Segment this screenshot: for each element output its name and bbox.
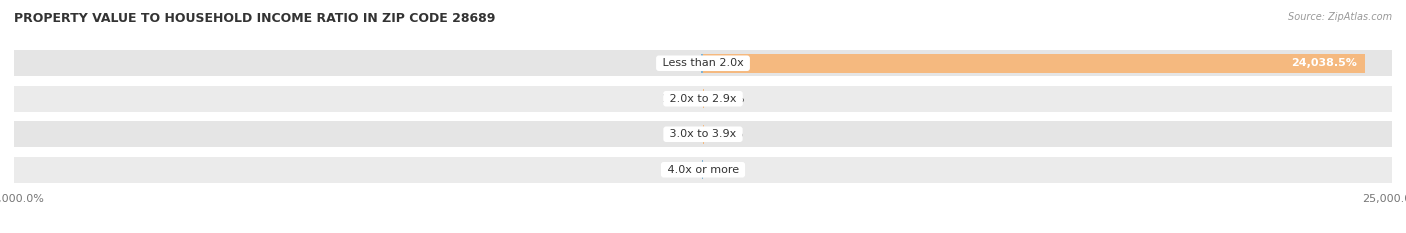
Bar [14, 157, 1392, 182]
Text: 4.0x or more: 4.0x or more [664, 165, 742, 175]
Text: 44.8%: 44.8% [710, 94, 745, 104]
Text: Source: ZipAtlas.com: Source: ZipAtlas.com [1288, 12, 1392, 22]
Text: 24,038.5%: 24,038.5% [1291, 58, 1357, 68]
Text: 54.7%: 54.7% [661, 58, 696, 68]
Bar [14, 86, 1392, 112]
Bar [703, 54, 1365, 73]
Bar [14, 121, 1392, 147]
Text: 27.7%: 27.7% [661, 165, 697, 175]
Text: PROPERTY VALUE TO HOUSEHOLD INCOME RATIO IN ZIP CODE 28689: PROPERTY VALUE TO HOUSEHOLD INCOME RATIO… [14, 12, 495, 25]
Text: Less than 2.0x: Less than 2.0x [659, 58, 747, 68]
Text: 2.5%: 2.5% [669, 129, 697, 139]
Text: 2.0x to 2.9x: 2.0x to 2.9x [666, 94, 740, 104]
Bar [702, 54, 703, 73]
Bar [14, 51, 1392, 76]
Text: 19.1%: 19.1% [709, 129, 744, 139]
Text: 3.0x to 3.9x: 3.0x to 3.9x [666, 129, 740, 139]
Text: 2.7%: 2.7% [709, 165, 737, 175]
Text: 15.1%: 15.1% [662, 94, 697, 104]
